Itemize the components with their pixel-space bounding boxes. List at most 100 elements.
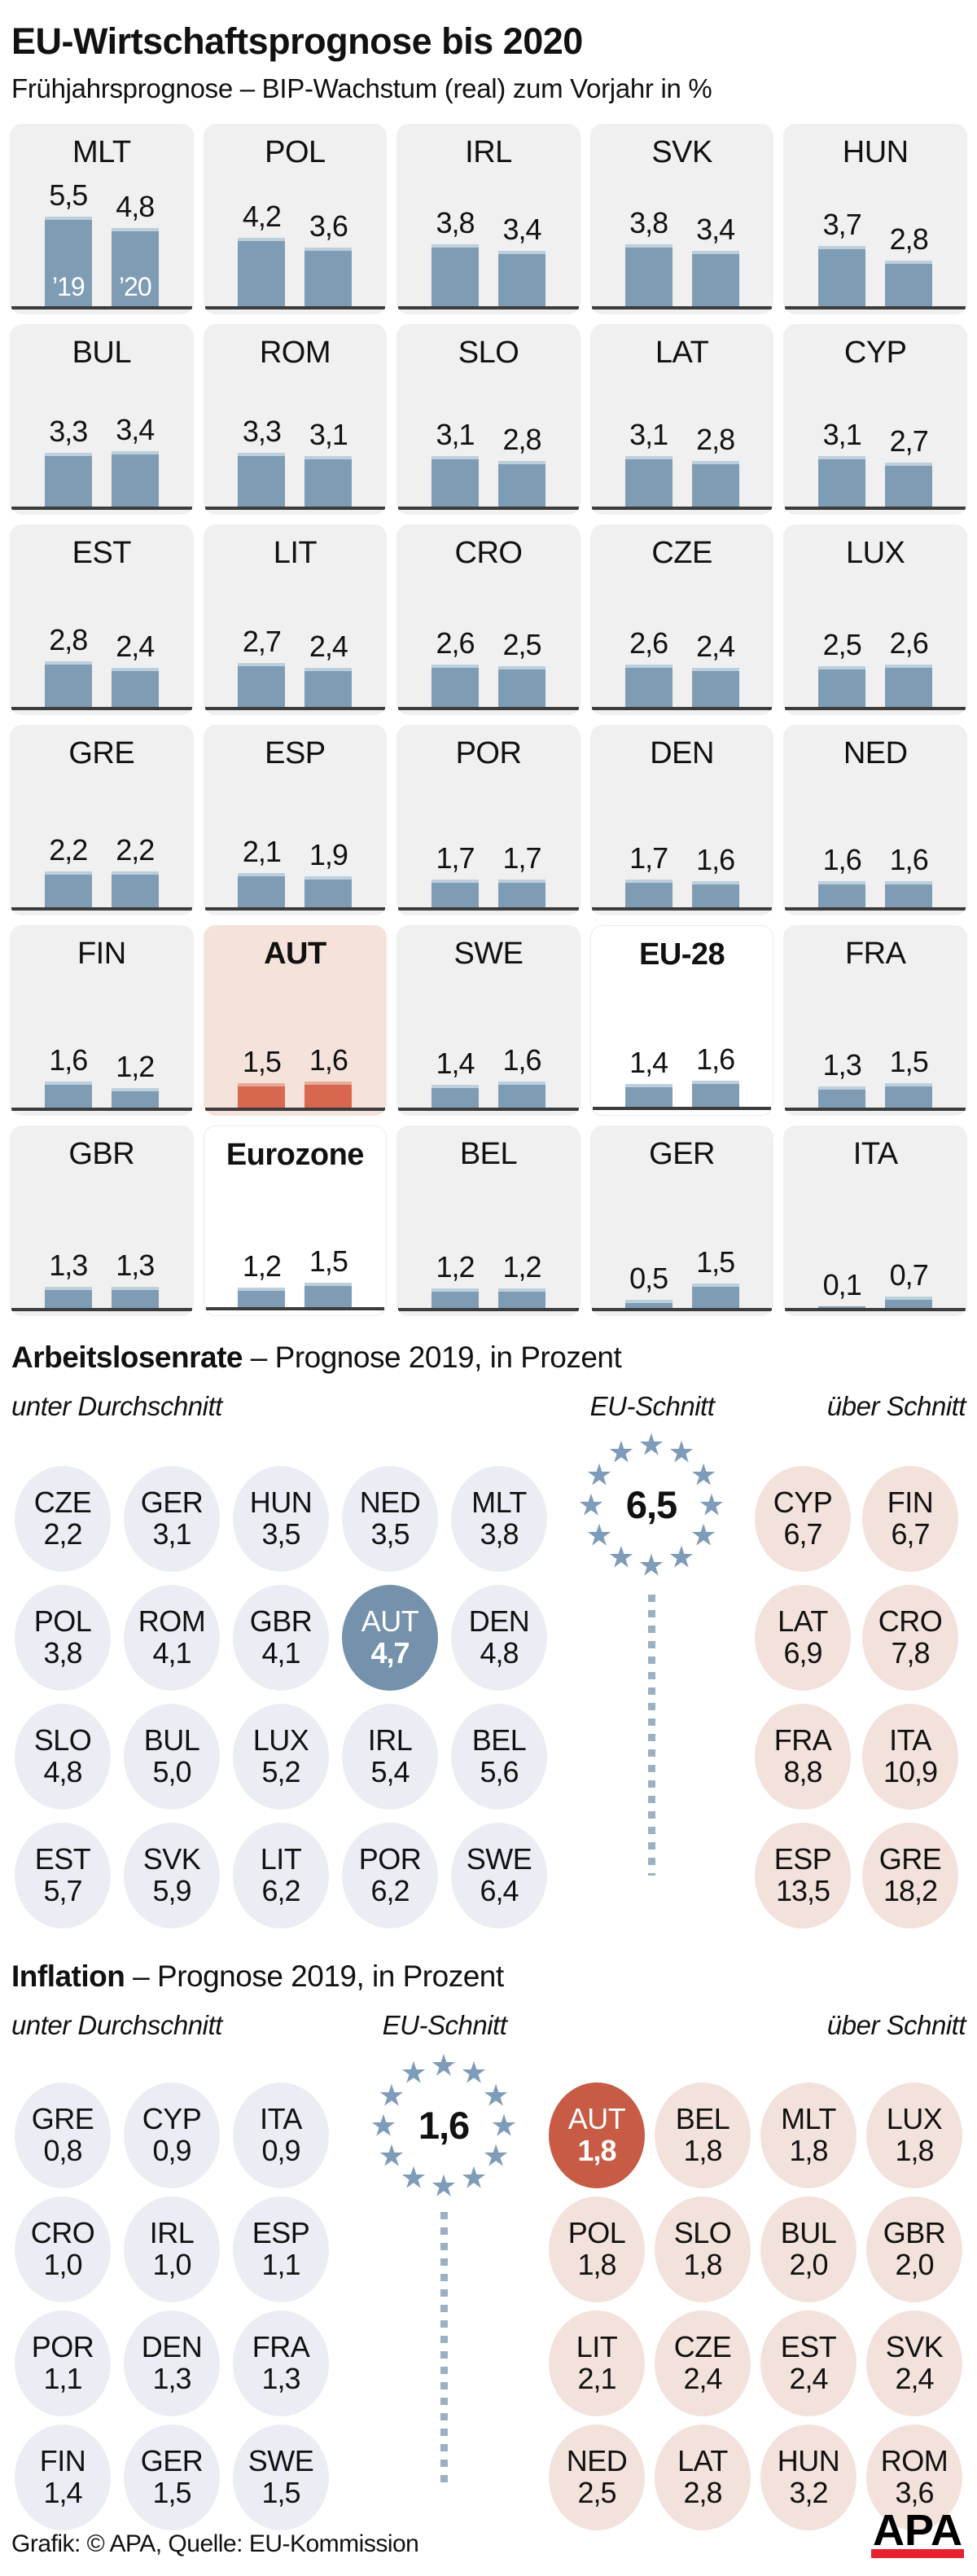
baseline-rule xyxy=(11,706,192,710)
bar-2020: 1,6 xyxy=(691,843,739,907)
bar-value-label: 2,8 xyxy=(889,222,929,256)
bars-group: 0,5 1,5 xyxy=(590,1245,774,1308)
country-code-label: MLT xyxy=(72,134,131,169)
unemployment-circle-lat: LAT 6,9 xyxy=(755,1584,851,1691)
value-label: 7,8 xyxy=(891,1635,930,1670)
country-code-label: SLO xyxy=(673,2215,732,2249)
bar-2019: 3,7 xyxy=(818,208,866,306)
value-label: 1,5 xyxy=(261,2475,300,2509)
bars-group: 1,6 1,6 xyxy=(783,843,967,907)
unemployment-circle-lux: LUX 5,2 xyxy=(233,1703,329,1810)
baseline-rule xyxy=(591,1307,773,1311)
bar-value-label: 2,7 xyxy=(242,624,282,658)
baseline-rule xyxy=(204,906,386,911)
country-code-label: ESP xyxy=(773,1841,832,1876)
gdp-tile-bul: BUL 3,3 3,4 xyxy=(10,323,194,515)
country-code-label: LAT xyxy=(778,1604,828,1638)
gdp-tile-hun: HUN 3,7 2,8 xyxy=(783,123,967,314)
inflation-circle-lux: LUX 1,8 xyxy=(866,2082,962,2188)
dotted-connector xyxy=(648,1594,655,1876)
country-code-label: POR xyxy=(455,735,522,770)
inflation-circle-lat: LAT 2,8 xyxy=(655,2424,751,2530)
value-label: 0,9 xyxy=(152,2133,191,2167)
bars-group: 2,7 2,4 xyxy=(204,625,388,707)
unemployment-circle-fra: FRA 8,8 xyxy=(755,1703,851,1810)
value-label: 4,7 xyxy=(370,1635,410,1670)
eu-star-icon: ★ xyxy=(577,1487,605,1522)
country-code-label: CZE xyxy=(651,535,712,570)
baseline-rule xyxy=(592,1106,772,1110)
inflation-circle-slo: SLO 1,8 xyxy=(655,2196,751,2302)
bar-value-label: 1,5 xyxy=(309,1244,348,1278)
baseline-rule xyxy=(785,706,966,710)
inflation-circle-cyp: CYP 0,9 xyxy=(124,2082,220,2188)
bar-value-label: 2,4 xyxy=(696,629,735,663)
value-label: 1,8 xyxy=(577,2133,616,2167)
unemployment-heading-bold: Arbeitslosenrate xyxy=(11,1340,243,1374)
bar-value-label: 1,5 xyxy=(889,1044,929,1078)
page-title: EU-Wirtschaftsprognose bis 2020 xyxy=(11,20,583,62)
bars-group: 0,1 0,7 xyxy=(783,1258,967,1308)
bar-value-label: 4,2 xyxy=(242,199,282,233)
value-label: 1,3 xyxy=(152,2361,191,2395)
unemployment-circle-cze: CZE 2,2 xyxy=(15,1465,111,1572)
country-code-label: IRL xyxy=(149,2215,195,2249)
bar-2019: 3,8 xyxy=(624,206,673,306)
eu-star-icon: ★ xyxy=(430,2047,458,2082)
unemployment-above-grid: CYP 6,7 FIN 6,7 LAT 6,9 CRO 7,8 FRA 8,8 ITA 10,9 ESP… xyxy=(749,1459,964,1935)
bar-year-label: ’20 xyxy=(118,271,152,301)
country-code-label: MLT xyxy=(471,1485,527,1519)
baseline-rule xyxy=(785,506,966,510)
bars-group: 2,8 2,4 xyxy=(10,623,194,707)
inflation-circle-por: POR 1,1 xyxy=(15,2310,111,2416)
bar-2019: 4,2 xyxy=(238,200,286,306)
eu-star-icon: ★ xyxy=(400,2160,427,2196)
country-code-label: DEN xyxy=(468,1604,530,1638)
eu-star-icon: ★ xyxy=(637,1547,665,1582)
eu-star-icon: ★ xyxy=(378,2078,405,2113)
value-label: 1,5 xyxy=(152,2475,191,2509)
bars-group: 3,3 3,4 xyxy=(10,413,194,507)
country-code-label: SVK xyxy=(885,2329,944,2363)
eu-average-label: EU-Schnitt xyxy=(382,2009,507,2040)
apa-logo-red-bar xyxy=(871,2549,964,2558)
value-label: 1,0 xyxy=(152,2247,191,2281)
bar-value-label: 1,6 xyxy=(822,842,862,876)
bar-value-label: 1,7 xyxy=(629,840,668,875)
eu-star-icon: ★ xyxy=(690,1517,717,1552)
bar-2019: 5,5 ’19 xyxy=(44,178,92,306)
bar-value-label: 1,2 xyxy=(242,1249,282,1283)
unemployment-circle-ita: ITA 10,9 xyxy=(862,1703,958,1810)
bar-value-label: 1,2 xyxy=(116,1049,155,1083)
bar-2019: 1,5 xyxy=(238,1045,286,1108)
gdp-tile-esp: ESP 2,1 1,9 xyxy=(203,724,388,915)
inflation-heading-rest: – Prognose 2019, in Prozent xyxy=(125,1959,504,1993)
inflation-circle-ned: NED 2,5 xyxy=(549,2424,645,2530)
bar-2019: 3,1 xyxy=(624,418,673,507)
eu-star-icon: ★ xyxy=(690,1457,717,1492)
bar-2019: 3,3 xyxy=(44,415,92,507)
bar-value-label: 2,2 xyxy=(49,832,88,867)
inflation-below-grid: GRE 0,8 CYP 0,9 ITA 0,9 CRO 1,0 IRL 1,0 ESP 1,1 POR 1… xyxy=(8,2078,335,2534)
bar-2020: 2,6 xyxy=(885,626,933,707)
bar-2019: 1,3 xyxy=(44,1249,92,1308)
unemployment-heading: Arbeitslosenrate – Prognose 2019, in Pro… xyxy=(11,1341,966,1375)
eu-star-icon: ★ xyxy=(482,2138,510,2173)
country-code-label: SWE xyxy=(453,936,524,971)
country-code-label: FIN xyxy=(77,936,126,971)
bar-2020: 2,8 xyxy=(691,423,739,507)
country-code-label: EU-28 xyxy=(638,937,725,972)
inflation-column-labels: unter Durchschnitt EU-Schnitt über Schni… xyxy=(11,2010,966,2043)
bars-group: 2,1 1,9 xyxy=(204,835,388,907)
baseline-rule xyxy=(204,305,386,309)
unemployment-circle-gre: GRE 18,2 xyxy=(862,1822,958,1929)
bar-2019: 2,6 xyxy=(624,626,673,707)
bar-value-label: 1,4 xyxy=(629,1045,668,1079)
baseline-rule xyxy=(205,1306,385,1310)
gdp-tile-lat: LAT 3,1 2,8 xyxy=(589,323,774,515)
bar-value-label: 1,6 xyxy=(696,1042,735,1076)
inflation-circle-lit: LIT 2,1 xyxy=(549,2310,645,2416)
eu-average-badge-inflation: ★ ★ ★ ★ ★ ★ ★ ★ ★ ★ ★ ★ 1,6 xyxy=(369,2047,519,2201)
eu-average-label: EU-Schnitt xyxy=(589,1390,715,1421)
unemployment-circle-fin: FIN 6,7 xyxy=(862,1465,958,1572)
